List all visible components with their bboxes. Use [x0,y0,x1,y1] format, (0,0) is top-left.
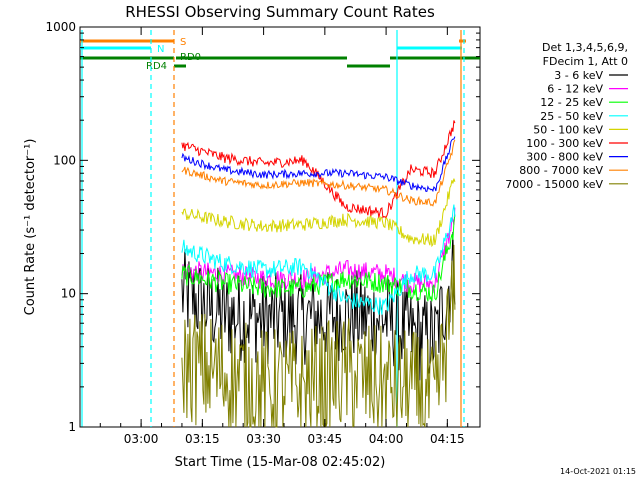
legend-label: 300 - 800 keV [526,151,603,164]
legend-header-line: FDecim 1, Att 0 [543,55,628,68]
x-axis-label: Start Time (15-Mar-08 02:45:02) [175,455,386,470]
y-tick-label: 100 [53,153,76,167]
y-tick-label: 1000 [45,20,76,34]
state-label-rd0: RD0 [180,52,201,63]
plot-frame [79,26,481,428]
legend-label: 800 - 7000 keV [519,164,603,177]
series-line-0 [181,231,456,381]
x-tick-label: 03:30 [246,432,281,446]
state-label-n: N [157,44,164,55]
series-line-8 [181,244,456,428]
y-axis-label: Count Rate (s⁻¹ detector⁻¹) [23,139,38,316]
legend-label: 50 - 100 keV [533,123,603,136]
tick-layer: 03:00 03:15 03:30 03:45 04:00 04:15 1 10 100 1000 [45,20,480,446]
x-tick-label: 03:15 [185,432,220,446]
legend: Det 1,3,4,5,6,9,FDecim 1, Att 03 - 6 keV… [505,41,628,191]
series-line-6 [181,136,456,193]
legend-label: 25 - 50 keV [540,110,603,123]
state-label-rd4: RD4 [146,61,167,72]
legend-header-line: Det 1,3,4,5,6,9, [542,41,628,54]
x-tick-label: 04:00 [369,432,404,446]
legend-label: 7000 - 15000 keV [505,178,603,191]
timestamp: 14-Oct-2021 01:15 [560,467,636,476]
legend-label: 3 - 6 keV [554,69,603,82]
state-bars: S N RD0 RD4 [80,30,480,427]
series-line-2 [181,214,456,302]
y-tick-label: 1 [68,420,76,434]
chart-title: RHESSI Observing Summary Count Rates [125,3,435,21]
series-line-7 [181,139,456,207]
legend-label: 100 - 300 keV [526,137,603,150]
series-layer [181,120,456,428]
series-line-5 [181,120,456,219]
series-line-4 [181,178,456,248]
series-line-3 [181,204,456,315]
y-tick-label: 10 [61,287,76,301]
state-label-s: S [180,37,186,48]
legend-label: 6 - 12 keV [547,83,603,96]
x-tick-label: 04:15 [430,432,465,446]
x-tick-label: 03:45 [308,432,343,446]
x-tick-label: 03:00 [124,432,159,446]
legend-label: 12 - 25 keV [540,96,603,109]
